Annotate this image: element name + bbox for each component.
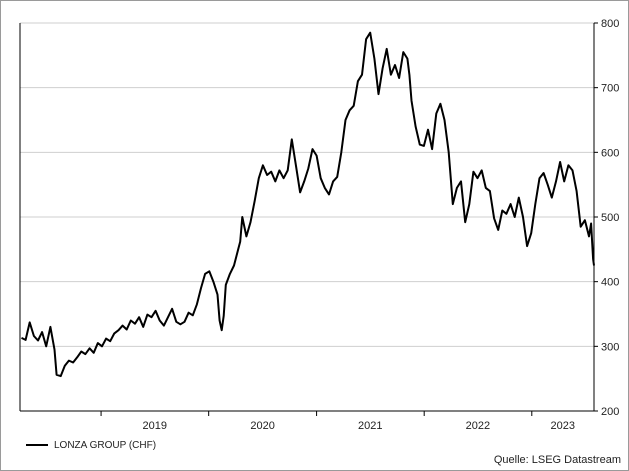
legend-swatch	[26, 444, 48, 446]
x-tick-label-2021: 2021	[358, 420, 382, 432]
y-tick-label-800: 800	[601, 18, 619, 30]
x-tick-label-2019: 2019	[142, 420, 166, 432]
series-layer	[21, 31, 595, 378]
legend-label: LONZA GROUP (CHF)	[54, 439, 157, 451]
y-tick-label-700: 700	[601, 83, 619, 95]
y-tick-label-400: 400	[601, 277, 619, 289]
y-tick-label-500: 500	[601, 212, 619, 224]
grid-lines	[20, 22, 594, 347]
source-note: Quelle: LSEG Datastream	[493, 454, 621, 466]
x-tick-label-2023: 2023	[551, 420, 575, 432]
series-line-0	[21, 31, 595, 378]
y-tick-label-200: 200	[601, 406, 619, 418]
x-axis-ticks: 2019 2020 2021 2022 2023	[100, 411, 575, 432]
y-tick-label-600: 600	[601, 147, 619, 159]
x-tick-label-2020: 2020	[250, 420, 274, 432]
y-axis-ticks: 200 300 400 500 600 700 800	[594, 18, 619, 418]
y-tick-label-300: 300	[601, 341, 619, 353]
x-tick-label-2022: 2022	[466, 420, 490, 432]
legend: LONZA GROUP (CHF)	[26, 438, 156, 452]
